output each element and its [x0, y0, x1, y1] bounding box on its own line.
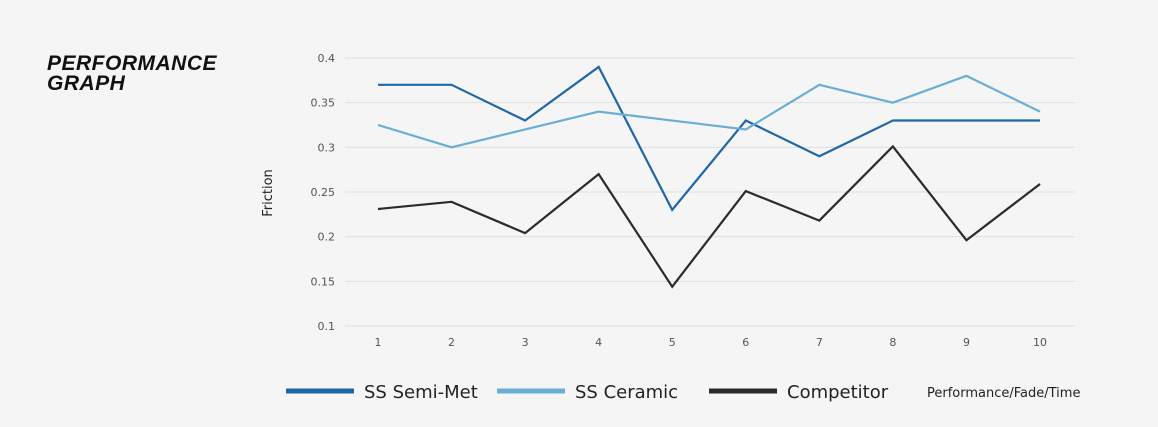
x-tick-label: 2	[448, 336, 455, 349]
y-tick-label: 0.35	[311, 97, 336, 110]
series-line-ss-ceramic	[377, 74, 1041, 149]
y-tick-label: 0.3	[318, 141, 336, 154]
y-tick-label: 0.15	[311, 275, 336, 288]
series-line-ss-semi-met	[378, 65, 1040, 212]
x-tick-label: 3	[522, 336, 529, 349]
x-tick-label: 10	[1033, 336, 1047, 349]
y-tick-label: 0.2	[318, 231, 336, 244]
x-axis-label: Performance/Fade/Time	[927, 386, 1080, 401]
x-tick-label: 1	[375, 336, 382, 349]
series-line-competitor	[377, 144, 1041, 289]
legend-label: SS Semi-Met	[364, 382, 478, 403]
legend-label: SS Ceramic	[575, 382, 678, 403]
y-tick-label: 0.25	[311, 186, 336, 199]
x-tick-label: 7	[816, 336, 823, 349]
x-tick-label: 5	[669, 336, 676, 349]
x-tick-label: 4	[595, 336, 602, 349]
x-tick-label: 6	[742, 336, 749, 349]
x-tick-label: 9	[963, 336, 970, 349]
y-tick-label: 0.1	[318, 320, 336, 333]
legend-label: Competitor	[787, 382, 889, 403]
x-tick-label: 8	[889, 336, 896, 349]
chart-title: PERFORMANCE GRAPH	[47, 52, 218, 95]
y-axis-label: Friction	[261, 169, 276, 217]
y-tick-label: 0.4	[318, 52, 336, 65]
